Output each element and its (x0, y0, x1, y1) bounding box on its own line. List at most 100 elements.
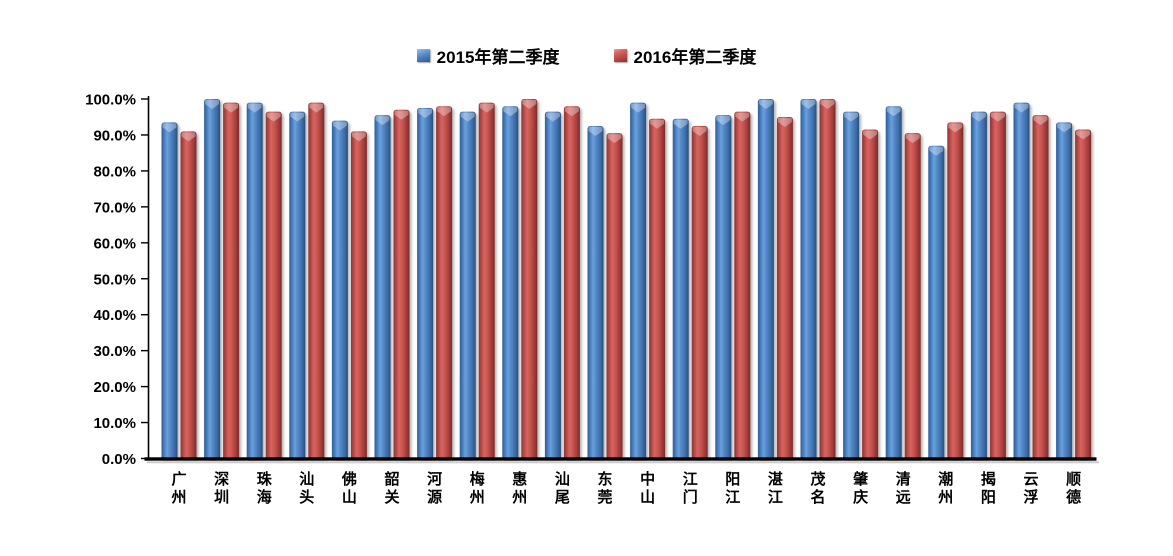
bar-cap-highlight (394, 110, 409, 120)
chart-legend: 2015年第二季度 2016年第二季度 (0, 42, 1173, 68)
bar-cap-highlight (351, 132, 366, 142)
y-axis-label: 10.0% (93, 415, 136, 432)
bar-s0-清远 (885, 106, 902, 459)
bar-cap-highlight (1076, 130, 1091, 140)
bar-s1-湛江 (776, 116, 793, 459)
x-axis-label-珠海: 珠海 (257, 470, 273, 506)
legend-item-2016: 2016年第二季度 (613, 43, 757, 68)
bar-s1-深圳 (223, 102, 240, 459)
y-axis-ticks (141, 98, 149, 460)
bar-cap-highlight (564, 107, 579, 117)
bar-cap-highlight (266, 112, 281, 122)
bar-s0-汕尾 (544, 111, 561, 459)
x-axis-label-河源: 河源 (427, 470, 442, 506)
y-axis-label: 30.0% (93, 343, 136, 360)
bar-cap-highlight (479, 103, 494, 113)
bar-s0-肇庆 (843, 111, 860, 459)
bar-cap-highlight (588, 126, 603, 136)
bar-cap-highlight (673, 119, 688, 129)
bar-s1-阳江 (734, 111, 751, 459)
bar-s0-东莞 (587, 125, 604, 459)
x-axis-label-清远: 清远 (896, 470, 911, 506)
bar-s1-汕头 (308, 102, 325, 459)
bar-s1-茂名 (819, 99, 836, 459)
y-axis-label: 40.0% (93, 307, 136, 324)
bar-s0-茂名 (800, 99, 817, 459)
bar-cap-highlight (777, 117, 792, 127)
bar-s0-韶关 (374, 115, 391, 459)
bar-s0-江门 (672, 118, 689, 459)
x-axis-label-揭阳: 揭阳 (981, 470, 996, 506)
bar-cap-highlight (1033, 116, 1048, 126)
bar-cap-highlight (162, 123, 177, 133)
bar-s1-韶关 (393, 109, 410, 459)
x-axis-line (144, 457, 1097, 461)
bar-cap-highlight (844, 112, 859, 122)
x-axis-label-汕头: 汕头 (299, 470, 314, 506)
bar-cap-highlight (631, 103, 646, 113)
x-axis-label-惠州: 惠州 (511, 470, 527, 506)
bar-cap-highlight (801, 100, 816, 109)
bar-s0-潮州 (928, 145, 945, 459)
bar-cap-highlight (503, 107, 518, 117)
bar-cap-highlight (650, 119, 665, 129)
bar-cap-highlight (1014, 103, 1029, 113)
bar-s1-江门 (691, 125, 708, 459)
x-axis-label-阳江: 阳江 (725, 471, 740, 506)
bar-cap-highlight (205, 100, 220, 109)
bar-cap-highlight (716, 116, 731, 126)
bar-s0-揭阳 (970, 111, 987, 459)
bar-s1-广州 (180, 131, 197, 459)
bar-cap-highlight (990, 112, 1005, 122)
bar-cap-highlight (437, 107, 452, 117)
y-axis-label: 100.0% (85, 92, 136, 109)
bar-s1-汕尾 (563, 106, 580, 459)
bar-cap-highlight (375, 116, 390, 126)
bar-cap-highlight (820, 100, 835, 109)
bar-cap-highlight (863, 130, 878, 140)
x-axis-label-茂名: 茂名 (810, 470, 825, 506)
x-axis-labels: 广州深圳珠海汕头佛山韶关河源梅州惠州汕尾东莞中山江门阳江湛江茂名肇庆清远潮州揭阳… (170, 470, 1081, 506)
bar-s0-惠州 (502, 106, 519, 459)
axes-group (144, 96, 1099, 464)
y-axis-label: 60.0% (93, 235, 136, 252)
bar-s0-湛江 (757, 99, 774, 459)
bar-s1-珠海 (265, 111, 282, 459)
legend-marker-blue-icon (416, 48, 430, 62)
x-axis-label-广州: 广州 (170, 470, 186, 506)
legend-marker-red-icon (613, 48, 627, 62)
bar-s0-汕头 (289, 111, 306, 459)
bar-s0-云浮 (1013, 102, 1030, 459)
bar-cap-highlight (971, 112, 986, 122)
bar-cap-highlight (418, 108, 433, 118)
x-axis-label-深圳: 深圳 (214, 470, 229, 506)
bar-s1-潮州 (947, 122, 964, 459)
x-axis-label-韶关: 韶关 (384, 470, 399, 506)
x-axis-label-肇庆: 肇庆 (852, 470, 869, 506)
bar-cap-highlight (905, 134, 920, 144)
bar-cap-highlight (948, 123, 963, 133)
bar-cap-highlight (309, 103, 324, 113)
bar-s1-东莞 (606, 133, 623, 459)
bar-s0-广州 (161, 122, 178, 459)
x-axis-label-佛山: 佛山 (341, 470, 357, 506)
bar-cap-highlight (522, 100, 537, 109)
bar-s0-深圳 (204, 99, 221, 459)
legend-label-2015: 2015年第二季度 (436, 47, 560, 67)
bar-cap-highlight (735, 112, 750, 122)
legend-item-2015: 2015年第二季度 (416, 43, 560, 68)
y-axis-label: 50.0% (93, 271, 136, 288)
x-axis-label-云浮: 云浮 (1023, 471, 1038, 506)
x-axis-label-潮州: 潮州 (937, 470, 953, 506)
bar-s1-揭阳 (989, 111, 1006, 459)
bar-s0-河源 (417, 107, 434, 459)
bar-s1-云浮 (1032, 115, 1049, 459)
bar-s1-河源 (436, 106, 453, 459)
bar-s1-中山 (649, 118, 666, 459)
legend-label-2016: 2016年第二季度 (633, 47, 757, 67)
x-axis-label-中山: 中山 (640, 470, 655, 506)
bar-cap-highlight (290, 112, 305, 122)
bar-s1-惠州 (521, 99, 538, 459)
